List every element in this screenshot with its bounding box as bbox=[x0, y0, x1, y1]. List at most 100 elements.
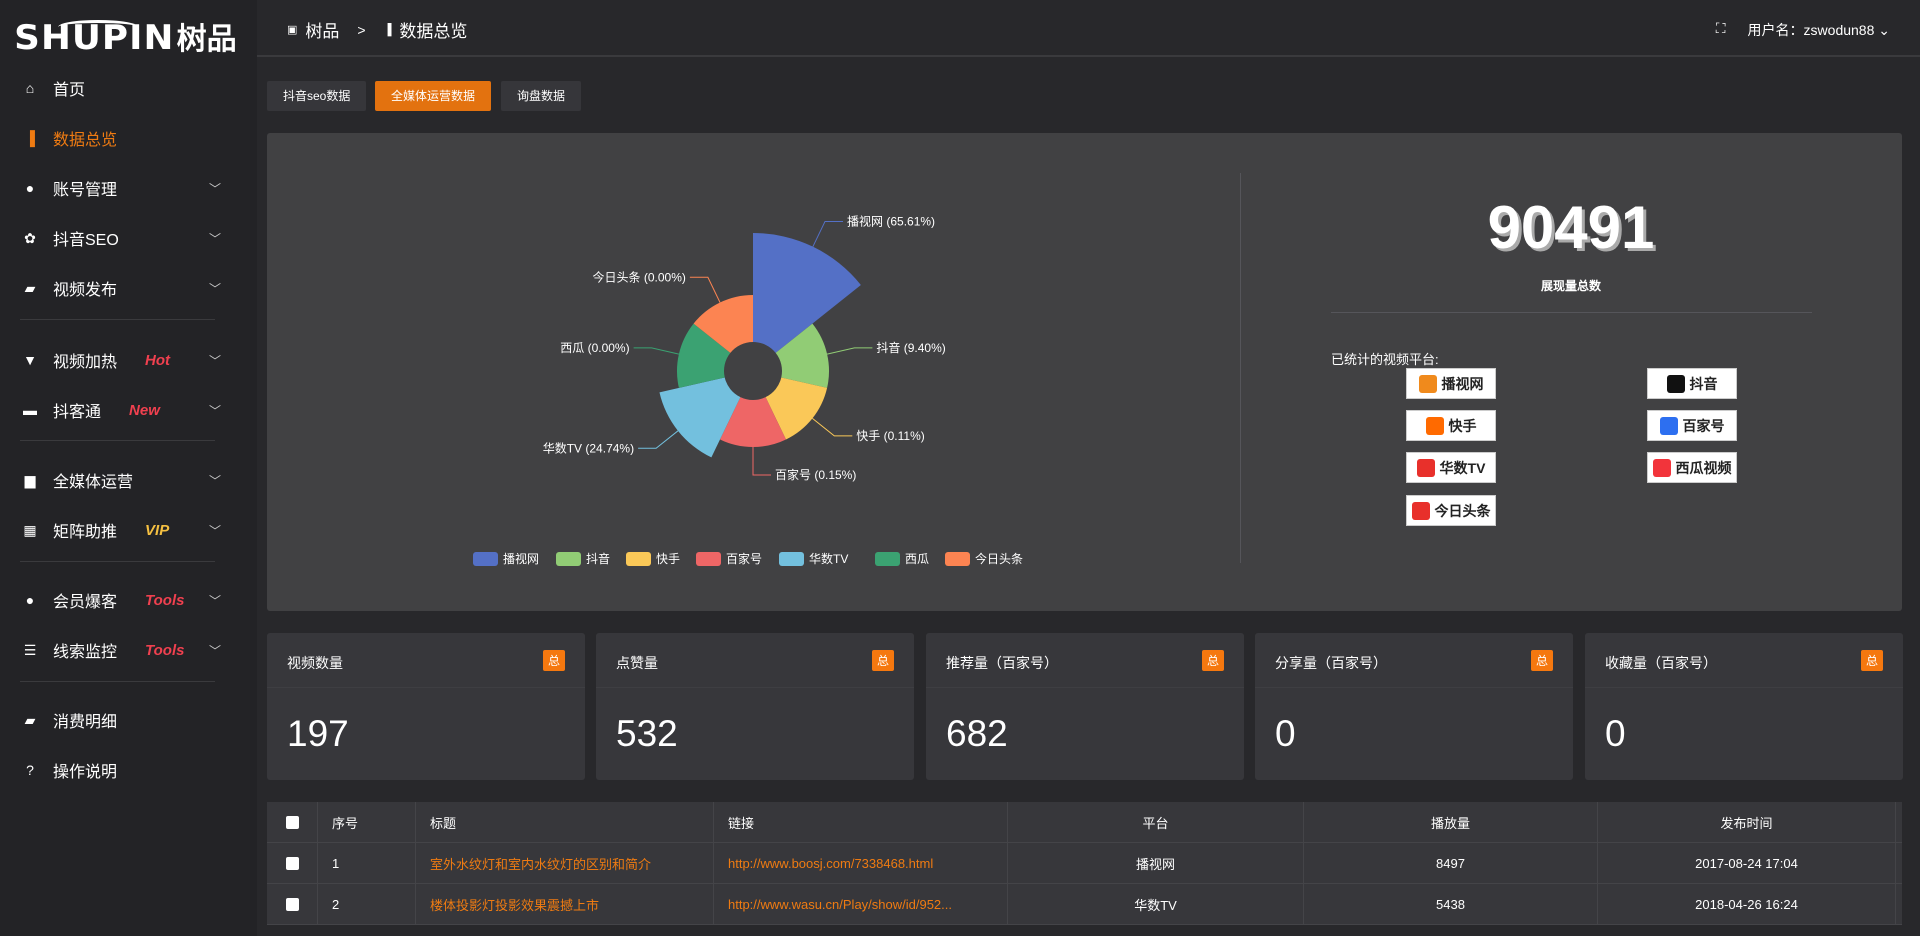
legend-swatch[interactable] bbox=[626, 552, 651, 566]
bar-chart-icon: ▐ bbox=[383, 23, 392, 36]
sidebar-item-10[interactable]: ☰ 线索监控 Tools ﹀ bbox=[0, 630, 257, 670]
chevron-down-icon[interactable]: ﹀ bbox=[208, 403, 221, 418]
platform-logo-text: 快手 bbox=[1448, 417, 1477, 434]
stat-title: 点赞量 bbox=[616, 655, 658, 671]
breadcrumb-separator: > bbox=[357, 21, 366, 38]
header-index[interactable]: 序号 bbox=[318, 802, 416, 842]
pie-slice[interactable] bbox=[775, 323, 830, 388]
table-header: 序号 标题 链接 平台 播放量 发布时间 bbox=[267, 802, 1902, 843]
select-all-checkbox[interactable] bbox=[285, 815, 299, 829]
sidebar-item-8[interactable]: ▦ 矩阵助推 VIP ﹀ bbox=[0, 510, 257, 550]
tab-all-media[interactable]: 全媒体运营数据 bbox=[375, 81, 492, 111]
sliders-icon: ☰ bbox=[23, 641, 37, 658]
legend-label[interactable]: 西瓜 bbox=[905, 552, 929, 566]
pie-slice[interactable] bbox=[753, 233, 861, 353]
chevron-down-icon[interactable]: ﹀ bbox=[208, 181, 221, 196]
pie-slice[interactable] bbox=[693, 295, 753, 353]
stat-title: 收藏量（百家号） bbox=[1605, 655, 1717, 671]
row-checkbox[interactable] bbox=[285, 856, 299, 870]
slice-label: 快手 (0.11%) bbox=[856, 429, 924, 443]
legend-label[interactable]: 百家号 bbox=[726, 551, 762, 566]
sidebar-item-0[interactable]: ⌂ 首页 bbox=[0, 68, 257, 108]
video-table: 序号 标题 链接 平台 播放量 发布时间 1 室外水纹灯和室内水纹灯的区别和简介… bbox=[267, 802, 1902, 925]
sidebar-item-7[interactable]: ▆ 全媒体运营 ﹀ bbox=[0, 460, 257, 500]
chevron-down-icon[interactable]: ﹀ bbox=[208, 523, 221, 538]
header-plays[interactable]: 播放量 bbox=[1304, 802, 1598, 842]
breadcrumb-root[interactable]: 树品 bbox=[305, 22, 340, 41]
sidebar-item-9[interactable]: ● 会员爆客 Tools ﹀ bbox=[0, 580, 257, 620]
legend-label[interactable]: 快手 bbox=[656, 552, 680, 566]
header-platform[interactable]: 平台 bbox=[1008, 802, 1304, 842]
header-publish-time[interactable]: 发布时间 bbox=[1598, 802, 1896, 842]
total-impressions-label: 展现量总数 bbox=[1540, 279, 1601, 293]
fullscreen-icon[interactable]: ⛶ bbox=[1715, 20, 1726, 36]
header-link[interactable]: 链接 bbox=[714, 802, 1008, 842]
legend-label[interactable]: 今日头条 bbox=[975, 551, 1023, 566]
row-title-link[interactable]: 楼体投影灯投影效果震撼上市 bbox=[416, 884, 714, 924]
label-line bbox=[752, 447, 771, 476]
chevron-down-icon[interactable]: ﹀ bbox=[208, 473, 221, 488]
legend-swatch[interactable] bbox=[875, 552, 900, 566]
row-checkbox[interactable] bbox=[285, 897, 299, 911]
breadcrumb: ▣ 树品 > ▐ 数据总览 bbox=[287, 17, 467, 42]
vertical-divider bbox=[1240, 173, 1241, 563]
legend-swatch[interactable] bbox=[473, 552, 498, 566]
stat-title: 视频数量 bbox=[287, 655, 343, 671]
sidebar-item-1[interactable]: ▐ 数据总览 bbox=[0, 118, 257, 158]
platform-logo: 抖音 bbox=[1647, 368, 1737, 399]
chevron-down-icon[interactable]: ﹀ bbox=[208, 593, 221, 608]
sidebar-item-5[interactable]: ▼ 视频加热 Hot ﹀ bbox=[0, 340, 257, 380]
sidebar-item-12[interactable]: ? 操作说明 bbox=[0, 750, 257, 790]
sidebar-badge: Tools bbox=[145, 591, 185, 609]
sidebar-item-label: 消费明细 bbox=[53, 714, 118, 731]
brand-logo[interactable]: SHUPIN 树品 bbox=[14, 14, 236, 58]
row-platform: 华数TV bbox=[1008, 884, 1304, 924]
sidebar-badge: Tools bbox=[145, 641, 185, 659]
legend-label[interactable]: 华数TV bbox=[809, 551, 848, 566]
chart-small-icon: ▣ bbox=[287, 24, 298, 36]
heater-icon: ▼ bbox=[23, 352, 37, 368]
sidebar-item-11[interactable]: ▰ 消费明细 bbox=[0, 700, 257, 740]
row-index: 1 bbox=[318, 843, 416, 883]
slice-label: 今日头条 (0.00%) bbox=[593, 269, 686, 284]
chevron-down-icon[interactable]: ﹀ bbox=[208, 281, 221, 296]
divider bbox=[20, 561, 215, 562]
tab-inquiry[interactable]: 询盘数据 bbox=[501, 81, 582, 111]
row-title-link[interactable]: 室外水纹灯和室内水纹灯的区别和简介 bbox=[416, 843, 714, 883]
stat-card: 推荐量（百家号） 总 682 bbox=[926, 633, 1244, 780]
row-url-link[interactable]: http://www.wasu.cn/Play/show/id/952... bbox=[714, 884, 1008, 924]
grid-icon: ▦ bbox=[23, 521, 37, 538]
pie-slice[interactable] bbox=[720, 397, 786, 447]
chevron-down-icon[interactable]: ﹀ bbox=[208, 231, 221, 246]
home-icon: ⌂ bbox=[25, 80, 35, 96]
pie-slice[interactable] bbox=[765, 377, 828, 440]
legend-swatch[interactable] bbox=[779, 552, 804, 566]
sidebar-item-6[interactable]: ▬ 抖客通 New ﹀ bbox=[0, 390, 257, 430]
logo-arc bbox=[58, 20, 138, 34]
tab-douyin-seo[interactable]: 抖音seo数据 bbox=[267, 81, 367, 111]
sidebar-item-4[interactable]: ▰ 视频发布 ﹀ bbox=[0, 268, 257, 308]
legend-swatch[interactable] bbox=[945, 552, 970, 566]
label-line bbox=[826, 347, 873, 355]
legend-label[interactable]: 播视网 bbox=[503, 551, 539, 566]
total-badge: 总 bbox=[1530, 650, 1553, 671]
chevron-down-icon[interactable]: ﹀ bbox=[208, 643, 221, 658]
sidebar-item-2[interactable]: ● 账号管理 ﹀ bbox=[0, 168, 257, 208]
row-publish-time: 2018-04-26 16:24 bbox=[1598, 884, 1896, 924]
header-title[interactable]: 标题 bbox=[416, 802, 714, 842]
platform-logo: 华数TV bbox=[1406, 452, 1496, 483]
sidebar-item-3[interactable]: ✿ 抖音SEO ﹀ bbox=[0, 218, 257, 258]
legend-swatch[interactable] bbox=[556, 552, 581, 566]
pie-slice[interactable] bbox=[677, 323, 731, 388]
breadcrumb-current: 数据总览 bbox=[399, 22, 468, 41]
row-publish-time: 2017-08-24 17:04 bbox=[1598, 843, 1896, 883]
chevron-down-icon[interactable]: ﹀ bbox=[208, 353, 221, 368]
row-url-link[interactable]: http://www.boosj.com/7338468.html bbox=[714, 843, 1008, 883]
camera-icon: ▰ bbox=[24, 279, 36, 296]
legend-swatch[interactable] bbox=[696, 552, 721, 566]
legend-label[interactable]: 抖音 bbox=[586, 551, 610, 566]
overview-panel: 播视网 (65.61%) 抖音 (9.40%) 快手 (0.11%) 百家号 (0.1… bbox=[267, 133, 1902, 611]
pie-slice[interactable] bbox=[659, 377, 741, 458]
sidebar-item-label: 矩阵助推 bbox=[53, 524, 118, 541]
user-menu[interactable]: 用户名：zswodun88 ⌄ bbox=[1748, 20, 1890, 40]
